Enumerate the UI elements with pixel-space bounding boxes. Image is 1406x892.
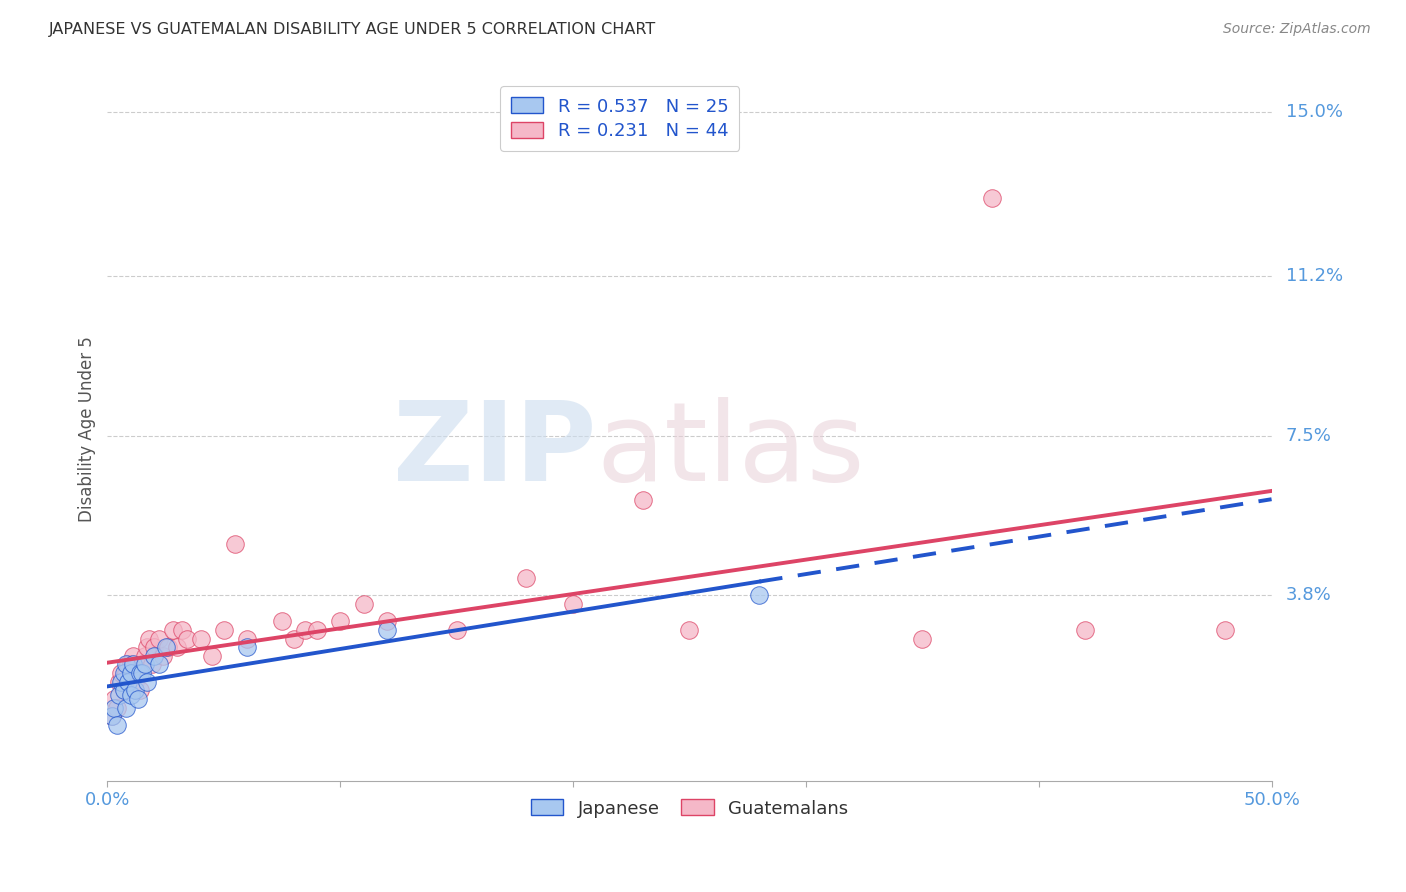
Point: [112, 683, 135, 698]
Point: [105, 718, 128, 732]
Point: [136, 640, 159, 655]
Point: [138, 632, 160, 646]
Point: [224, 536, 246, 550]
Text: JAPANESE VS GUATEMALAN DISABILITY AGE UNDER 5 CORRELATION CHART: JAPANESE VS GUATEMALAN DISABILITY AGE UN…: [49, 22, 657, 37]
Point: [329, 615, 352, 629]
Point: [148, 632, 170, 646]
Legend: Japanese, Guatemalans: Japanese, Guatemalans: [523, 792, 855, 825]
Point: [103, 692, 125, 706]
Point: [120, 688, 142, 702]
Point: [446, 623, 468, 637]
Point: [748, 588, 770, 602]
Point: [305, 623, 328, 637]
Point: [911, 632, 934, 646]
Point: [120, 657, 142, 672]
Point: [353, 597, 375, 611]
Point: [131, 666, 153, 681]
Text: Source: ZipAtlas.com: Source: ZipAtlas.com: [1223, 22, 1371, 37]
Point: [124, 674, 146, 689]
Point: [678, 623, 700, 637]
Point: [562, 597, 585, 611]
Point: [156, 640, 179, 655]
Text: atlas: atlas: [596, 397, 865, 504]
Point: [190, 632, 212, 646]
Point: [127, 692, 149, 706]
Text: 15.0%: 15.0%: [1285, 103, 1343, 121]
Point: [105, 700, 128, 714]
Point: [127, 666, 149, 681]
Point: [155, 640, 177, 655]
Point: [110, 674, 132, 689]
Point: [112, 666, 135, 681]
Point: [108, 674, 131, 689]
Point: [134, 648, 156, 663]
Point: [152, 648, 174, 663]
Point: [124, 683, 146, 698]
Point: [115, 700, 138, 714]
Point: [103, 700, 125, 714]
Point: [110, 666, 132, 681]
Point: [162, 623, 184, 637]
Point: [1213, 623, 1236, 637]
Point: [115, 657, 138, 672]
Point: [112, 683, 135, 698]
Point: [120, 666, 142, 681]
Text: 7.5%: 7.5%: [1285, 426, 1331, 445]
Point: [283, 632, 305, 646]
Point: [148, 657, 170, 672]
Point: [236, 632, 259, 646]
Point: [375, 615, 398, 629]
Point: [294, 623, 316, 637]
Point: [271, 615, 294, 629]
Point: [515, 571, 537, 585]
Point: [236, 640, 259, 655]
Point: [631, 493, 654, 508]
Point: [142, 648, 165, 663]
Point: [201, 648, 224, 663]
Point: [122, 648, 145, 663]
Point: [115, 666, 138, 681]
Point: [122, 657, 145, 672]
Point: [176, 632, 198, 646]
Y-axis label: Disability Age Under 5: Disability Age Under 5: [79, 336, 96, 522]
Point: [108, 688, 131, 702]
Point: [134, 657, 156, 672]
Point: [166, 640, 188, 655]
Point: [101, 709, 124, 723]
Point: [141, 657, 163, 672]
Text: 3.8%: 3.8%: [1285, 586, 1331, 605]
Point: [117, 674, 139, 689]
Point: [375, 623, 398, 637]
Point: [129, 666, 152, 681]
Text: 11.2%: 11.2%: [1285, 267, 1343, 285]
Point: [212, 623, 235, 637]
Point: [170, 623, 193, 637]
Point: [101, 709, 124, 723]
Text: ZIP: ZIP: [392, 397, 596, 504]
Point: [981, 191, 1004, 205]
Point: [117, 657, 139, 672]
Point: [142, 640, 165, 655]
Point: [131, 657, 153, 672]
Point: [136, 674, 159, 689]
Point: [129, 683, 152, 698]
Point: [1074, 623, 1097, 637]
